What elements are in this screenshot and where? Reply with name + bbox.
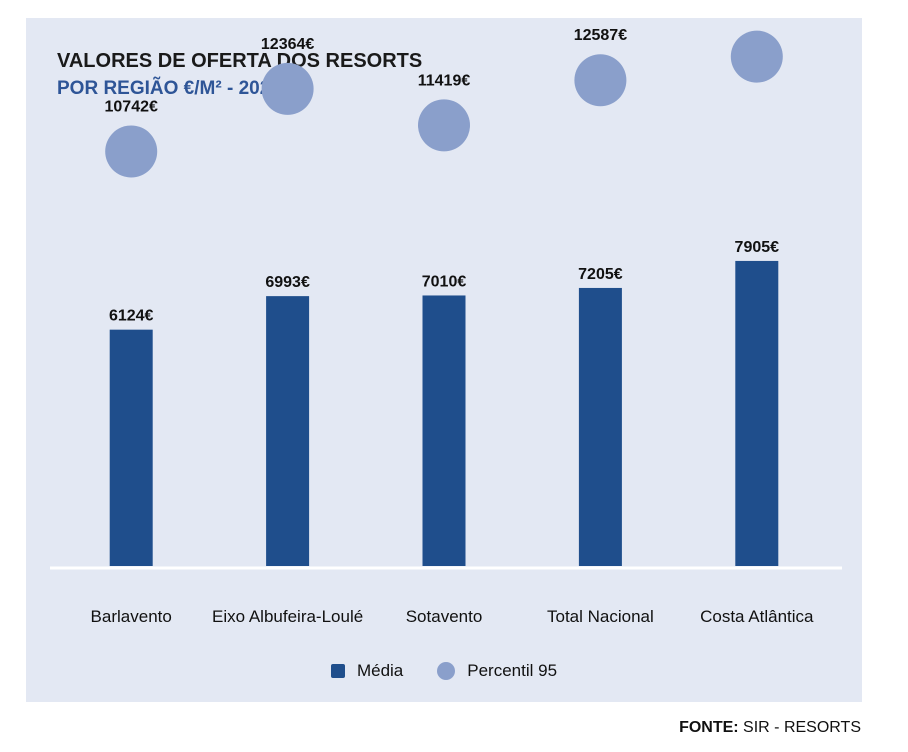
source-prefix: FONTE: <box>679 719 739 736</box>
bar-media <box>578 287 622 566</box>
bar-value-label: 7905€ <box>735 239 780 256</box>
x-tick-label: Costa Atlântica <box>700 607 814 626</box>
legend-swatch-percentil <box>437 662 456 680</box>
bar-media <box>266 296 310 566</box>
dot-percentil-95 <box>574 54 627 107</box>
dot-percentil-95 <box>261 62 314 115</box>
dot-percentil-95 <box>105 125 158 178</box>
legend-item-media: Média <box>330 661 404 681</box>
source-note: FONTE: SIR - RESORTS <box>679 719 861 737</box>
x-tick-label: Barlavento <box>91 607 172 626</box>
dot-value-label: 12364€ <box>261 36 314 53</box>
bar-value-label: 7010€ <box>422 273 467 290</box>
dot-value-label: 11419€ <box>418 72 471 89</box>
legend-label-percentil: Percentil 95 <box>467 661 558 680</box>
bar-value-label: 7205€ <box>578 266 623 283</box>
bar-media <box>735 260 779 566</box>
dot-value-label: 13200€ <box>730 18 783 21</box>
x-tick-label: Sotavento <box>406 607 483 626</box>
x-tick-label: Eixo Albufeira-Loulé <box>212 607 363 626</box>
bar-media <box>422 295 466 566</box>
chart-plot: 6124€ 10742€ Barlavento 6993€ 12364€ Eixo Alb… <box>50 18 842 626</box>
x-tick-label: Total Nacional <box>547 607 654 626</box>
legend-label-media: Média <box>356 661 404 680</box>
dot-value-label: 12587€ <box>574 27 627 44</box>
chart-panel: VALORES DE OFERTA DOS RESORTS POR REGIÃO… <box>26 18 862 702</box>
legend: Média Percentil 95 <box>26 661 862 681</box>
chart-subtitle: POR REGIÃO €/M² - 2025 <box>57 78 281 99</box>
chart-title: VALORES DE OFERTA DOS RESORTS <box>57 50 423 72</box>
bar-value-label: 6124€ <box>109 308 154 325</box>
dot-percentil-95 <box>730 30 783 83</box>
dot-percentil-95 <box>418 99 470 152</box>
dot-value-label: 10742€ <box>105 98 158 115</box>
source-text: SIR - RESORTS <box>738 719 861 736</box>
bar-value-label: 6993€ <box>265 274 310 291</box>
bar-media <box>109 329 153 566</box>
legend-swatch-media <box>330 664 345 678</box>
legend-item-percentil: Percentil 95 <box>437 661 557 681</box>
